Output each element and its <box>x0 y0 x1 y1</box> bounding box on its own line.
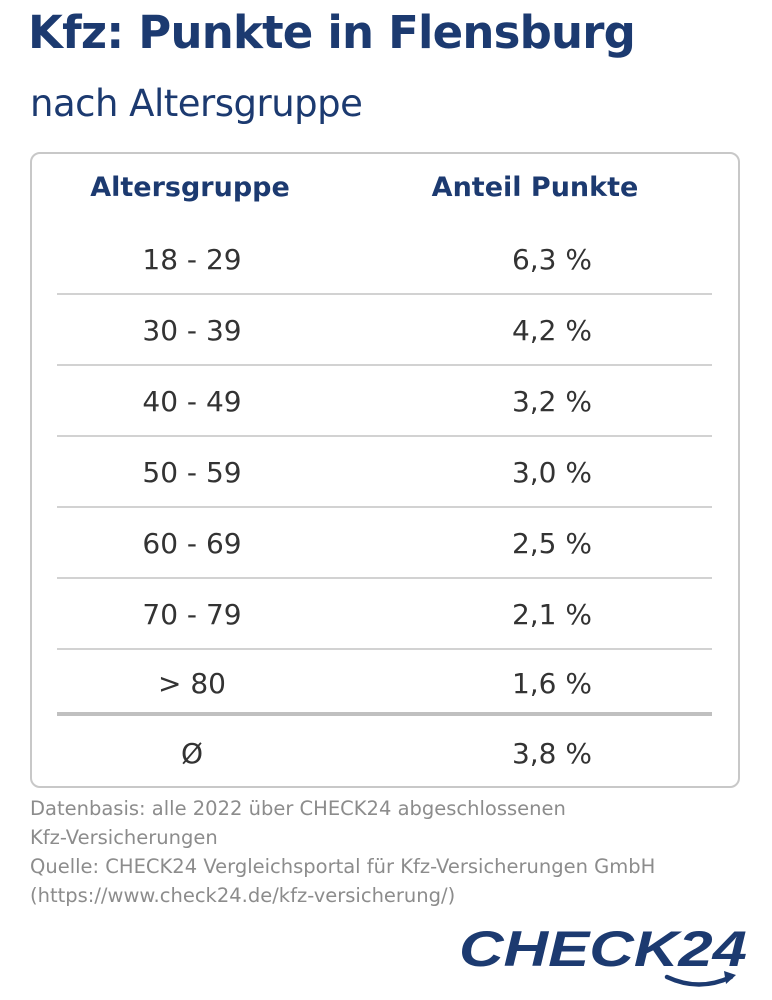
footnote-line: Datenbasis: alle 2022 über CHECK24 abges… <box>30 797 566 820</box>
table-row: 70 - 79 2,1 % <box>57 579 712 650</box>
row-divider <box>57 577 712 579</box>
logo-text: CHECK24 <box>459 921 747 977</box>
share-cell: 3,2 % <box>511 385 593 418</box>
share-cell: 4,2 % <box>511 314 593 347</box>
table-frame <box>30 152 740 788</box>
age-group-cell: 18 - 29 <box>142 243 242 276</box>
share-cell: 3,0 % <box>511 456 593 489</box>
footnote-line: Kfz-Versicherungen <box>30 826 218 849</box>
share-cell: 2,1 % <box>511 598 593 631</box>
share-cell: 2,5 % <box>511 527 593 560</box>
average-share-cell: 3,8 % <box>511 736 593 770</box>
page-subtitle: nach Altersgruppe <box>30 82 363 125</box>
share-cell: 1,6 % <box>511 666 593 700</box>
age-group-cell: 40 - 49 <box>142 385 242 418</box>
share-cell: 6,3 % <box>511 243 593 276</box>
table-row: 30 - 39 4,2 % <box>57 295 712 366</box>
row-divider <box>57 364 712 366</box>
row-divider <box>57 435 712 437</box>
table-row: > 80 1,6 % <box>57 650 712 716</box>
row-divider <box>57 648 712 650</box>
column-header-age-group: Altersgruppe <box>90 172 290 203</box>
logo-swoosh-icon <box>664 974 734 987</box>
footnote-line: Quelle: CHECK24 Vergleichsportal für Kfz… <box>30 855 656 878</box>
footnote: Datenbasis: alle 2022 über CHECK24 abges… <box>30 794 750 910</box>
average-row: Ø 3,8 % <box>57 718 712 788</box>
average-label-cell: Ø <box>180 736 204 770</box>
row-divider <box>57 293 712 295</box>
check24-logo: CHECK24 <box>459 921 747 987</box>
age-group-cell: 30 - 39 <box>142 314 242 347</box>
column-header-share-points: Anteil Punkte <box>431 172 639 203</box>
table-row: 40 - 49 3,2 % <box>57 366 712 437</box>
table-row: 50 - 59 3,0 % <box>57 437 712 508</box>
row-divider <box>57 506 712 508</box>
page-title: Kfz: Punkte in Flensburg <box>28 6 636 59</box>
table-row: 18 - 29 6,3 % <box>57 224 712 295</box>
age-group-cell: 50 - 59 <box>142 456 242 489</box>
table-row: 60 - 69 2,5 % <box>57 508 712 579</box>
logo-arrow-icon <box>724 971 736 984</box>
footnote-line: (https://www.check24.de/kfz-versicherung… <box>30 884 456 907</box>
age-group-cell: > 80 <box>158 666 226 700</box>
age-group-cell: 60 - 69 <box>142 527 242 560</box>
age-group-cell: 70 - 79 <box>142 598 242 631</box>
average-divider <box>57 712 712 716</box>
